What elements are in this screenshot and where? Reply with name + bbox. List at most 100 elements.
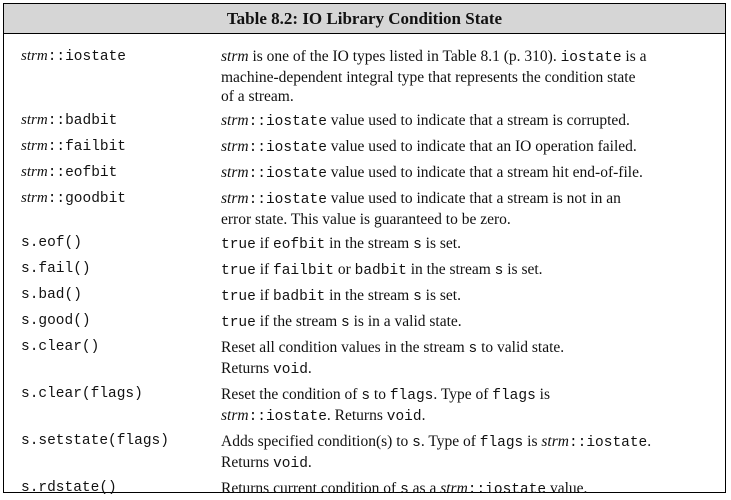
desc-text: Returns (221, 454, 274, 471)
strm-italic: strm (21, 164, 48, 180)
desc-text: value used to indicate that a stream hit… (326, 164, 643, 181)
row-name: s.clear(flags) (21, 386, 143, 402)
desc-text: of a stream. (221, 88, 294, 105)
desc-text: is (535, 386, 551, 403)
row-name: s.clear() (21, 339, 100, 355)
table-body: strm::iostate strm is one of the IO type… (4, 34, 725, 500)
row-name: s.fail() (21, 261, 91, 277)
table-row: s.eof() true if eofbit in the stream s i… (4, 234, 725, 255)
code-text: void (273, 456, 308, 472)
desc-text: is set. (421, 235, 461, 252)
row-description: strm is one of the IO types listed in Ta… (206, 47, 725, 106)
code-text: failbit (273, 263, 334, 279)
code-text: ::eofbit (47, 165, 118, 181)
row-description: true if eofbit in the stream s is set. (206, 234, 725, 255)
row-name: strm::eofbit (4, 163, 206, 184)
strm-italic: strm (221, 164, 249, 181)
table-row: s.clear(flags) Reset the condition of s … (4, 385, 725, 427)
desc-text: . Returns (326, 407, 387, 424)
row-description: strm::iostate value used to indicate tha… (206, 137, 725, 158)
table-row: s.good() true if the stream s is in a va… (4, 312, 725, 333)
table-row: s.bad() true if badbit in the stream s i… (4, 286, 725, 307)
row-name: s.setstate(flags) (21, 433, 169, 449)
code-text: s (468, 341, 478, 357)
code-text: eofbit (273, 237, 326, 253)
table-row: s.rdstate() Returns current condition of… (4, 479, 725, 500)
desc-text: Returns (221, 360, 274, 377)
table-row: strm::goodbit strm::iostate value used t… (4, 189, 725, 229)
strm-italic: strm (221, 138, 249, 155)
desc-text: Reset all condition values in the stream (221, 339, 469, 356)
desc-text: value. (546, 480, 588, 497)
desc-text: is in a valid state. (349, 313, 462, 330)
row-description: true if the stream s is in a valid state… (206, 312, 725, 333)
table-row: s.clear() Reset all condition values in … (4, 338, 725, 380)
code-text: ::iostate (248, 140, 327, 156)
code-text: ::goodbit (47, 191, 127, 207)
code-text: s (413, 237, 422, 253)
desc-text: error state. This value is guaranteed to… (221, 211, 511, 228)
strm-italic: strm (440, 480, 468, 497)
row-description: Reset the condition of s to flags. Type … (206, 385, 725, 427)
code-text: s (400, 482, 409, 498)
code-text: s (413, 289, 422, 305)
condition-state-table: Table 8.2: IO Library Condition State st… (3, 3, 726, 498)
code-text: ::iostate (248, 166, 327, 182)
strm-italic: strm (221, 407, 249, 424)
desc-text: if (255, 261, 274, 278)
desc-text: if the stream (255, 313, 342, 330)
desc-text: machine-dependent integral type that rep… (221, 69, 636, 86)
desc-text: . Type of (420, 433, 480, 450)
code-text: badbit (354, 263, 407, 279)
row-name: strm::failbit (4, 137, 206, 158)
code-text: flags (389, 388, 434, 404)
desc-text: . Type of (433, 386, 493, 403)
row-name: strm::goodbit (4, 189, 206, 229)
desc-text: as a (408, 480, 441, 497)
desc-text: to valid state. (477, 339, 565, 356)
row-name: strm::badbit (4, 111, 206, 132)
code-text: iostate (560, 50, 622, 66)
code-text: ::iostate (568, 435, 648, 451)
row-description: strm::iostate value used to indicate tha… (206, 189, 725, 229)
desc-text: value used to indicate that an IO operat… (326, 138, 637, 155)
desc-text: to (370, 386, 390, 403)
desc-text: in the stream (325, 287, 414, 304)
desc-text: . (421, 407, 426, 424)
desc-text: is one of the IO types listed in Table 8… (248, 48, 561, 65)
desc-text: Adds specified condition(s) to (221, 433, 413, 450)
table-row: strm::iostate strm is one of the IO type… (4, 47, 725, 106)
strm-italic: strm (221, 112, 249, 129)
strm-italic: strm (21, 48, 48, 64)
desc-text: Returns current condition of (221, 480, 401, 497)
row-description: Adds specified condition(s) to s. Type o… (206, 432, 725, 474)
code-text: ::badbit (47, 113, 118, 129)
desc-text: value used to indicate that a stream is … (326, 190, 621, 207)
desc-text: is (523, 433, 542, 450)
code-text: s (494, 263, 504, 279)
code-text: ::iostate (248, 192, 327, 208)
row-description: Returns current condition of s as a strm… (206, 479, 725, 500)
table-row: strm::badbit strm::iostate value used to… (4, 111, 725, 132)
code-text: true (221, 315, 256, 331)
desc-text: if (255, 235, 274, 252)
code-text: s (341, 315, 350, 331)
table-title: Table 8.2: IO Library Condition State (4, 4, 725, 34)
code-text: badbit (273, 289, 326, 305)
desc-text: is set. (421, 287, 461, 304)
row-description: true if failbit or badbit in the stream … (206, 260, 725, 281)
row-description: true if badbit in the stream s is set. (206, 286, 725, 307)
desc-text: is set. (503, 261, 543, 278)
row-name: strm::iostate (4, 47, 206, 106)
strm-italic: strm (21, 112, 48, 128)
desc-text: or (333, 261, 355, 278)
code-text: true (221, 263, 256, 279)
row-name: s.bad() (21, 287, 82, 303)
desc-text: . (307, 454, 312, 471)
table-row: s.fail() true if failbit or badbit in th… (4, 260, 725, 281)
code-text: s (412, 435, 421, 451)
code-text: ::failbit (47, 139, 127, 155)
code-text: ::iostate (248, 114, 327, 130)
strm-italic: strm (541, 433, 569, 450)
row-description: Reset all condition values in the stream… (206, 338, 725, 380)
